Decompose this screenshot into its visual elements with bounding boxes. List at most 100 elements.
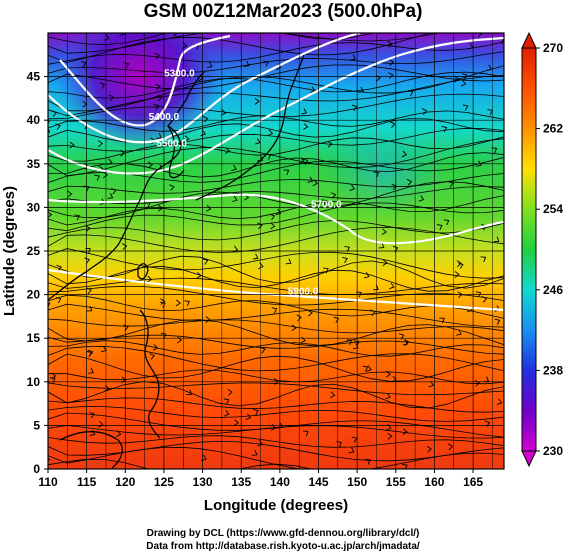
wind-arrowhead [116, 430, 122, 438]
wind-arrowhead [460, 79, 467, 87]
wind-arrowhead [323, 267, 329, 274]
wind-arrowhead [348, 447, 355, 454]
height-contours [48, 33, 504, 312]
weather-map-figure: 5300.0 5400.0 5500.0 5700.0 5900.0 110 115 120… [1, 31, 563, 514]
wind-arrowhead [402, 463, 408, 469]
wind-arrowhead [263, 60, 269, 67]
wind-arrowhead [373, 284, 379, 291]
wind-arrowhead [48, 117, 51, 125]
wind-arrowhead [386, 370, 392, 378]
wind-arrowhead [358, 86, 364, 93]
contour-5400 [48, 33, 361, 144]
wind-arrowhead [271, 307, 278, 314]
x-tick-label: 140 [270, 475, 290, 489]
wind-arrowhead [307, 176, 314, 183]
wind-arrowhead [456, 329, 462, 336]
wind-arrowhead [494, 318, 501, 325]
wind-arrowhead [344, 246, 351, 252]
contour-label: 5400.0 [149, 112, 180, 123]
wind-arrowhead [441, 125, 448, 133]
y-tick-label: 25 [27, 244, 41, 258]
wind-arrowhead [184, 300, 190, 307]
wind-arrowhead [102, 171, 109, 179]
wind-arrowhead [283, 169, 290, 176]
streamline [48, 186, 504, 205]
wind-arrowhead [48, 455, 51, 463]
wind-arrowhead [153, 103, 160, 111]
wind-arrowhead [224, 410, 230, 417]
wind-arrowhead [152, 344, 159, 351]
wind-arrowhead [456, 260, 462, 267]
wind-arrowhead [108, 94, 115, 102]
wind-arrowhead [69, 141, 75, 149]
wind-arrowhead [349, 184, 356, 191]
coastlines [48, 54, 305, 469]
wind-arrowhead [299, 157, 305, 164]
streamline [48, 127, 504, 152]
contour-label: 5700.0 [311, 199, 342, 210]
wind-arrowhead [439, 317, 445, 324]
wind-arrowhead [184, 135, 190, 143]
wind-arrowhead [362, 365, 369, 372]
wind-arrowhead [252, 409, 259, 416]
colorbar-extend-max [521, 31, 537, 49]
contour-5700 [48, 193, 504, 245]
streamline [48, 74, 504, 117]
wind-arrowhead [401, 150, 408, 158]
wind-arrowhead [275, 208, 282, 216]
streamline [48, 173, 504, 194]
wind-arrowhead [120, 149, 126, 157]
wind-arrowhead [267, 129, 274, 136]
wind-arrowhead [486, 64, 493, 71]
wind-arrowhead [182, 42, 188, 49]
streamline [48, 33, 375, 46]
wind-arrowhead [83, 163, 90, 170]
wind-arrowhead [154, 52, 160, 60]
x-tick-label: 160 [424, 475, 444, 489]
contour-label: 5500.0 [156, 138, 187, 149]
wind-arrowhead [49, 377, 56, 383]
wind-arrowhead [99, 198, 106, 205]
wind-arrowhead [86, 287, 92, 295]
x-tick-label: 155 [386, 475, 406, 489]
wind-arrowhead [254, 97, 260, 105]
y-axis-label: Latitude (degrees) [1, 186, 18, 316]
wind-arrowhead [186, 389, 193, 396]
wind-arrowhead [303, 123, 309, 130]
wind-arrowhead [260, 346, 266, 354]
y-tick-label: 45 [27, 70, 41, 84]
streamline [48, 406, 504, 422]
borneo-coast [59, 431, 123, 469]
wind-arrowhead [378, 242, 385, 249]
wind-arrowhead [196, 271, 202, 279]
wind-arrowhead [364, 459, 371, 465]
wind-arrowhead [426, 445, 432, 453]
wind-arrowhead [157, 94, 163, 102]
wind-arrowhead [406, 178, 413, 186]
streamline [48, 353, 504, 382]
x-tick-label: 125 [154, 475, 174, 489]
wind-arrowhead [387, 432, 393, 440]
wind-arrowhead [462, 73, 468, 80]
streamline [48, 435, 504, 448]
streamline [48, 458, 313, 469]
contour-label: 5900.0 [288, 287, 319, 298]
y-tick-label: 15 [27, 331, 41, 345]
y-tick-label: 10 [27, 375, 41, 389]
wind-arrowhead [51, 110, 58, 117]
streamline [48, 334, 504, 355]
wind-arrowhead [375, 74, 381, 82]
wind-arrowhead [146, 275, 153, 283]
wind-arrowhead [277, 422, 283, 429]
contour-label: 5300.0 [164, 69, 195, 80]
wind-arrowhead [80, 61, 87, 68]
wind-arrowhead [476, 33, 482, 38]
streamline [48, 226, 504, 253]
philippines-coast [139, 309, 161, 439]
x-tick-label: 145 [308, 475, 328, 489]
wind-arrowhead [252, 253, 259, 260]
wind-arrowhead [370, 309, 376, 316]
wind-arrowhead [257, 222, 263, 230]
y-tick-label: 30 [27, 200, 41, 214]
wind-arrowhead [87, 349, 94, 357]
